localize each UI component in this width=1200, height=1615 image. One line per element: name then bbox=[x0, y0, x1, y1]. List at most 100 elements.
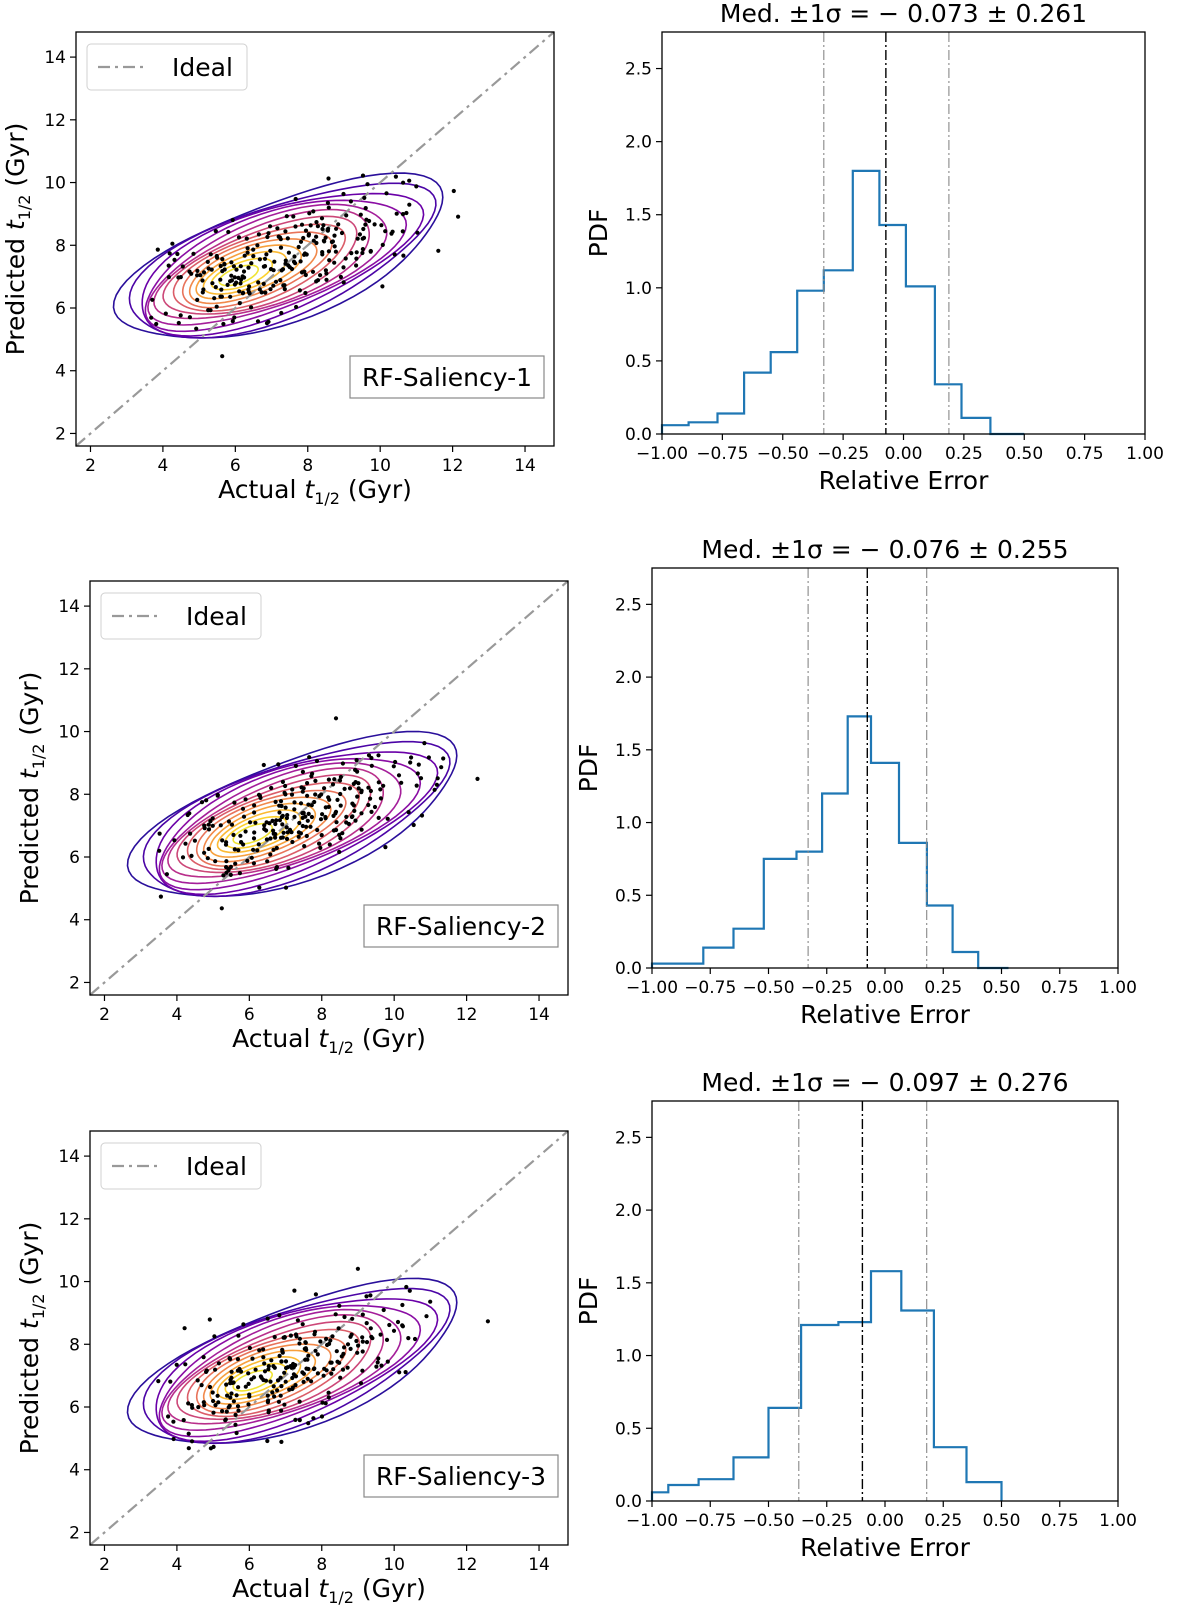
legend: Ideal bbox=[86, 43, 248, 91]
scatter-point bbox=[366, 753, 372, 758]
annotation-box bbox=[349, 355, 545, 399]
scatter-point bbox=[305, 1376, 310, 1381]
scatter-point bbox=[349, 814, 354, 820]
scatter-point bbox=[237, 871, 242, 876]
scatter-point bbox=[341, 280, 346, 285]
scatter-point bbox=[300, 811, 305, 816]
scatter-point bbox=[397, 1370, 402, 1375]
scatter-point bbox=[314, 279, 319, 284]
scatter-point bbox=[293, 1332, 299, 1337]
scatter-point bbox=[261, 762, 266, 768]
scatter-point bbox=[311, 209, 316, 214]
scatter-point bbox=[213, 229, 218, 234]
scatter-point bbox=[358, 212, 363, 217]
y-tick-label: 2.0 bbox=[615, 668, 642, 688]
scatter-point bbox=[205, 856, 210, 861]
scatter-point bbox=[198, 273, 203, 278]
scatter-point bbox=[290, 839, 295, 845]
scatter-point bbox=[271, 847, 276, 852]
scatter-point bbox=[166, 263, 171, 268]
scatter-point bbox=[288, 1333, 293, 1338]
scatter-point bbox=[361, 226, 366, 232]
scatter-point bbox=[296, 244, 301, 250]
scatter-point bbox=[252, 803, 257, 808]
scatter-point bbox=[297, 288, 302, 293]
scatter-point bbox=[347, 786, 353, 791]
scatter-point bbox=[309, 803, 314, 808]
scatter-point bbox=[238, 833, 243, 838]
x-tick-label: 12 bbox=[442, 456, 464, 476]
y-tick-label: 2.5 bbox=[625, 60, 652, 80]
scatter-point bbox=[354, 256, 359, 261]
scatter-point bbox=[298, 801, 304, 806]
scatter-point bbox=[313, 792, 318, 797]
scatter-point bbox=[208, 1446, 213, 1451]
x-tick-label: 2 bbox=[99, 1555, 110, 1575]
scatter-point bbox=[441, 756, 446, 761]
scatter-point bbox=[279, 1439, 284, 1444]
scatter-point bbox=[253, 820, 258, 825]
scatter-point bbox=[400, 1302, 405, 1308]
scatter-point bbox=[220, 354, 225, 359]
scatter-point bbox=[292, 807, 297, 812]
scatter-point bbox=[247, 1345, 252, 1351]
annotation: RF-Saliency-2 bbox=[363, 904, 559, 948]
y-tick-label: 1.0 bbox=[625, 279, 652, 299]
scatter-point bbox=[353, 767, 358, 773]
scatter-point bbox=[241, 1322, 246, 1327]
scatter-point bbox=[268, 224, 273, 229]
scatter-point bbox=[271, 1384, 276, 1389]
scatter-point bbox=[415, 230, 420, 235]
scatter-point bbox=[196, 1405, 201, 1410]
scatter-point bbox=[186, 1401, 191, 1406]
scatter-point bbox=[274, 845, 279, 851]
scatter-point bbox=[234, 1393, 239, 1398]
scatter-point bbox=[257, 885, 262, 890]
scatter-point bbox=[414, 184, 419, 189]
scatter-point bbox=[264, 820, 269, 825]
plot-frame bbox=[651, 567, 1119, 969]
scatter-point bbox=[359, 788, 364, 793]
scatter-point bbox=[264, 321, 270, 326]
sigma-lines bbox=[823, 32, 950, 434]
scatter-point bbox=[341, 265, 346, 270]
scatter-point bbox=[326, 1390, 331, 1395]
scatter-point bbox=[266, 231, 271, 236]
annotation-label: RF-Saliency-3 bbox=[376, 1462, 546, 1491]
scatter-point bbox=[378, 787, 383, 792]
scatter-point bbox=[337, 778, 343, 783]
scatter-point bbox=[241, 814, 247, 819]
scatter-point bbox=[273, 799, 278, 805]
scatter-point bbox=[407, 202, 412, 207]
scatter-point bbox=[303, 1357, 308, 1362]
annotation: RF-Saliency-3 bbox=[363, 1454, 559, 1498]
scatter-point bbox=[323, 235, 328, 240]
scatter-point bbox=[291, 214, 296, 219]
plot-frame bbox=[89, 1130, 569, 1546]
x-tick-label: 4 bbox=[171, 1555, 182, 1575]
scatter-point bbox=[406, 810, 411, 815]
y-tick-label: 12 bbox=[58, 660, 80, 680]
scatter-point bbox=[348, 1346, 353, 1351]
scatter-point bbox=[379, 1363, 384, 1368]
scatter-point bbox=[246, 1371, 251, 1376]
scatter-point bbox=[303, 290, 308, 296]
scatter-point bbox=[240, 274, 245, 279]
scatter-point bbox=[329, 1360, 334, 1365]
x-tick-label: 1.00 bbox=[1126, 444, 1164, 464]
y-axis-label: PDF bbox=[574, 1277, 603, 1326]
scatter-point bbox=[226, 868, 231, 873]
scatter-point bbox=[251, 861, 256, 866]
y-tick-label: 1.0 bbox=[615, 1347, 642, 1367]
scatter-point bbox=[327, 258, 332, 263]
scatter-point bbox=[335, 1359, 340, 1364]
scatter-point bbox=[266, 1398, 271, 1403]
y-tick-label: 6 bbox=[69, 1398, 80, 1418]
scatter-point bbox=[348, 1334, 353, 1339]
scatter-point bbox=[278, 1375, 283, 1380]
scatter-point bbox=[291, 259, 297, 264]
density-contour bbox=[112, 172, 444, 339]
density-contour bbox=[162, 215, 358, 315]
scatter-point bbox=[348, 199, 353, 204]
ideal-line bbox=[89, 1130, 569, 1546]
